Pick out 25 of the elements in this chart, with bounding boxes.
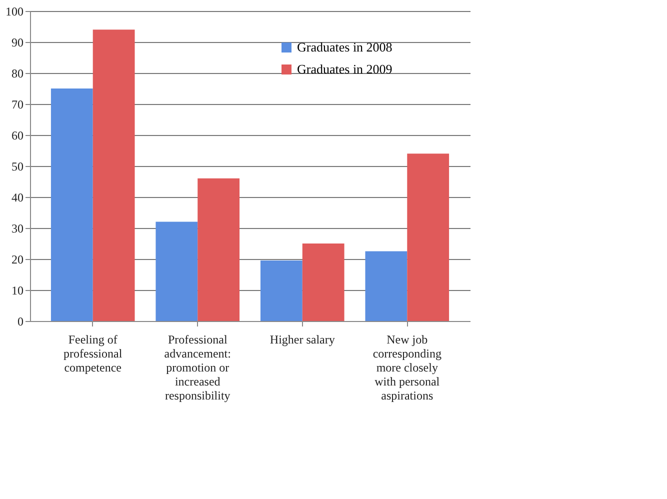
bar bbox=[407, 154, 450, 321]
bar bbox=[302, 244, 344, 321]
bar bbox=[50, 88, 93, 321]
legend-label: Graduates in 2008 bbox=[297, 40, 392, 54]
y-tick-label: 50 bbox=[12, 160, 24, 174]
y-tick-label: 40 bbox=[12, 190, 24, 204]
x-tick-label: Higher salary bbox=[270, 332, 335, 346]
bar bbox=[92, 30, 135, 321]
x-tick-label: Feeling of professional competence bbox=[64, 332, 123, 374]
bar bbox=[156, 222, 198, 321]
y-tick-label: 10 bbox=[12, 284, 24, 298]
y-tick-label: 30 bbox=[12, 222, 24, 236]
x-tick-label: New job corresponding more closely with personal aspirations bbox=[372, 332, 442, 402]
bar bbox=[365, 251, 408, 321]
bar bbox=[198, 178, 240, 321]
legend-label: Graduates in 2009 bbox=[297, 62, 392, 76]
y-tick-label: 100 bbox=[6, 4, 24, 18]
y-tick-label: 20 bbox=[12, 252, 24, 266]
y-tick-label: 90 bbox=[12, 36, 24, 50]
x-tick-label: Professional advancement: promotion or increased responsibility bbox=[164, 332, 231, 402]
y-tick-label: 80 bbox=[12, 66, 24, 80]
y-tick-label: 0 bbox=[18, 314, 24, 328]
y-tick-label: 60 bbox=[12, 128, 24, 142]
bar bbox=[260, 260, 302, 321]
y-tick-label: 70 bbox=[12, 98, 24, 112]
